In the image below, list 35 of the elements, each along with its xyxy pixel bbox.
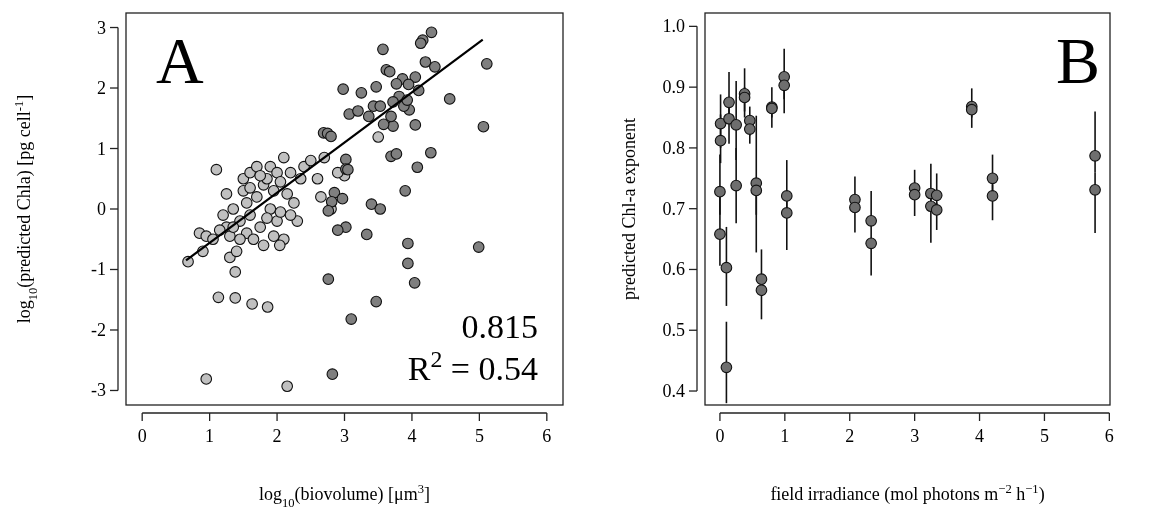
x-tick-label: 3 xyxy=(340,426,349,446)
y-tick-label: 0.4 xyxy=(662,381,685,402)
y-tick-label: 1 xyxy=(97,138,106,159)
x-axis-title: field irradiance (mol photons m$^{−2}$ h$^{−1}$) xyxy=(770,482,1045,505)
y-tick-label: 1.0 xyxy=(662,16,685,37)
annotation: B xyxy=(1055,24,1100,97)
x-tick-label: 6 xyxy=(542,426,552,446)
y-tick-label: 0.9 xyxy=(662,77,685,98)
y-tick-label: 3 xyxy=(97,17,106,38)
annotation: 0.815 xyxy=(461,308,538,345)
y-tick-label: -2 xyxy=(91,319,106,340)
x-tick-label: 5 xyxy=(474,426,484,446)
x-tick-label: 4 xyxy=(975,426,985,446)
x-tick-label: 3 xyxy=(910,426,920,446)
y-tick-label: 0.8 xyxy=(662,137,685,158)
y-tick-label: -3 xyxy=(91,380,106,401)
x-tick-label: 1 xyxy=(205,426,215,446)
x-tick-label: 2 xyxy=(272,426,282,446)
x-tick-label: 0 xyxy=(137,426,147,446)
x-tick-label: 4 xyxy=(407,426,417,446)
y-tick-label: -1 xyxy=(91,259,106,280)
x-tick-label: 1 xyxy=(780,426,790,446)
y-tick-label: 2 xyxy=(97,78,106,99)
y-tick-label: 0.5 xyxy=(662,320,685,341)
x-axis-title: log$_{10}$(biovolume) [μm$^{3}$] xyxy=(258,482,431,510)
y-tick-label: 0 xyxy=(97,199,106,219)
y-axis-title: predicted Chl-a exponent xyxy=(619,118,639,300)
x-tick-label: 2 xyxy=(845,426,855,446)
x-tick-label: 0 xyxy=(715,426,725,446)
annotation: R$^{2}$ = 0.54 xyxy=(407,346,538,387)
x-tick-label: 6 xyxy=(1104,426,1114,446)
y-tick-label: 0.6 xyxy=(662,259,685,280)
x-tick-label: 5 xyxy=(1039,426,1049,446)
y-tick-label: 0.7 xyxy=(662,198,685,219)
annotation: A xyxy=(156,24,204,97)
